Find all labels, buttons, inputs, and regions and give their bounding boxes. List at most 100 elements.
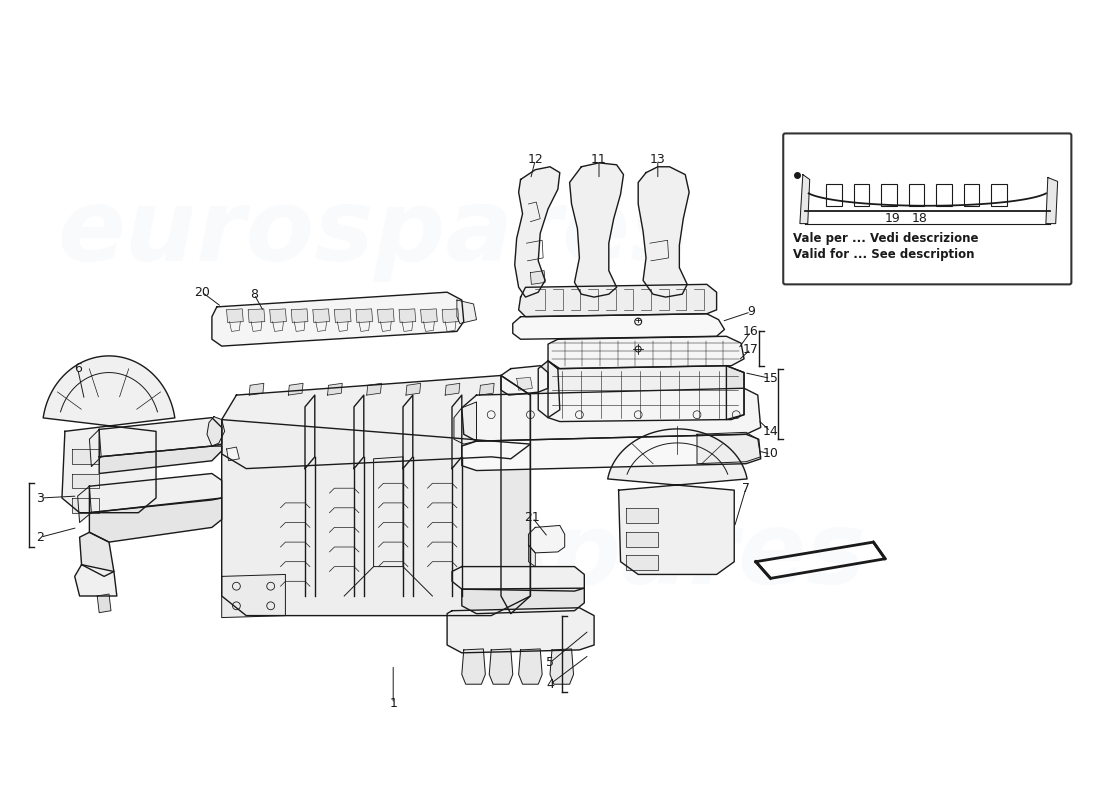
Polygon shape [517,378,532,390]
Polygon shape [800,174,810,223]
Polygon shape [442,309,459,322]
Polygon shape [89,474,222,513]
Polygon shape [518,284,716,317]
Polygon shape [328,383,342,395]
Polygon shape [334,309,351,322]
Polygon shape [99,418,222,457]
Text: 1: 1 [389,698,397,710]
Polygon shape [89,430,101,466]
Text: 15: 15 [762,372,779,385]
Polygon shape [227,309,243,322]
Polygon shape [548,361,744,422]
Text: 12: 12 [527,154,543,166]
Polygon shape [78,486,91,522]
Polygon shape [452,566,584,591]
Text: 11: 11 [591,154,607,166]
Polygon shape [500,366,548,395]
Polygon shape [454,402,476,444]
Polygon shape [638,166,690,297]
Text: 13: 13 [650,154,666,166]
Text: 18: 18 [912,212,927,226]
Polygon shape [420,309,438,322]
Polygon shape [697,432,761,464]
Polygon shape [72,474,99,488]
Polygon shape [207,417,224,446]
Polygon shape [528,545,536,566]
Bar [881,184,896,206]
Text: eurospares: eurospares [233,508,867,606]
Polygon shape [249,383,264,395]
Polygon shape [89,498,222,542]
Polygon shape [530,270,546,284]
Polygon shape [626,508,658,522]
Polygon shape [312,309,330,322]
Polygon shape [356,309,373,322]
Polygon shape [550,649,573,684]
FancyBboxPatch shape [783,134,1071,284]
Polygon shape [626,555,658,570]
Polygon shape [79,532,114,576]
Polygon shape [515,166,560,297]
Polygon shape [513,314,725,339]
Polygon shape [570,163,624,297]
Text: 8: 8 [250,288,258,301]
Polygon shape [292,309,308,322]
Polygon shape [456,300,476,323]
Text: 9: 9 [747,306,755,318]
Polygon shape [212,292,464,346]
Bar [826,184,842,206]
Text: 16: 16 [742,325,759,338]
Polygon shape [726,366,744,419]
Polygon shape [462,588,584,614]
Text: 10: 10 [762,447,779,460]
Polygon shape [406,383,420,395]
Polygon shape [366,383,382,395]
Polygon shape [222,375,530,469]
Polygon shape [607,429,747,574]
Text: 5: 5 [546,656,554,669]
Bar [991,184,1006,206]
Polygon shape [288,383,302,395]
Polygon shape [72,449,99,464]
Polygon shape [480,383,494,395]
Polygon shape [626,532,658,547]
Polygon shape [518,649,542,684]
Polygon shape [462,649,485,684]
Text: 20: 20 [195,286,210,298]
Text: eurospares: eurospares [57,185,690,282]
Polygon shape [75,565,117,596]
Bar [854,184,869,206]
Polygon shape [270,309,286,322]
Text: 19: 19 [886,212,901,226]
Polygon shape [462,434,761,470]
Bar [936,184,952,206]
Polygon shape [222,419,530,616]
Text: 2: 2 [36,530,44,544]
Polygon shape [72,498,99,513]
Text: 3: 3 [36,491,44,505]
Bar [964,184,979,206]
Text: 4: 4 [546,678,554,690]
Text: Valid for ... See description: Valid for ... See description [793,249,975,262]
Text: 6: 6 [74,362,81,375]
Text: 14: 14 [762,425,779,438]
Polygon shape [1046,178,1057,223]
Text: 21: 21 [525,511,540,524]
Polygon shape [99,446,222,474]
Polygon shape [490,649,513,684]
Polygon shape [377,309,394,322]
Polygon shape [528,526,564,553]
Polygon shape [249,309,265,322]
Polygon shape [446,383,460,395]
Text: Vale per ... Vedi descrizione: Vale per ... Vedi descrizione [793,232,979,245]
Polygon shape [227,447,240,461]
Polygon shape [500,375,530,614]
Bar [909,184,924,206]
Polygon shape [447,608,594,653]
Polygon shape [538,361,560,418]
Polygon shape [97,594,111,613]
Polygon shape [222,574,285,618]
Polygon shape [399,309,416,322]
Polygon shape [43,356,175,513]
Polygon shape [548,336,744,369]
